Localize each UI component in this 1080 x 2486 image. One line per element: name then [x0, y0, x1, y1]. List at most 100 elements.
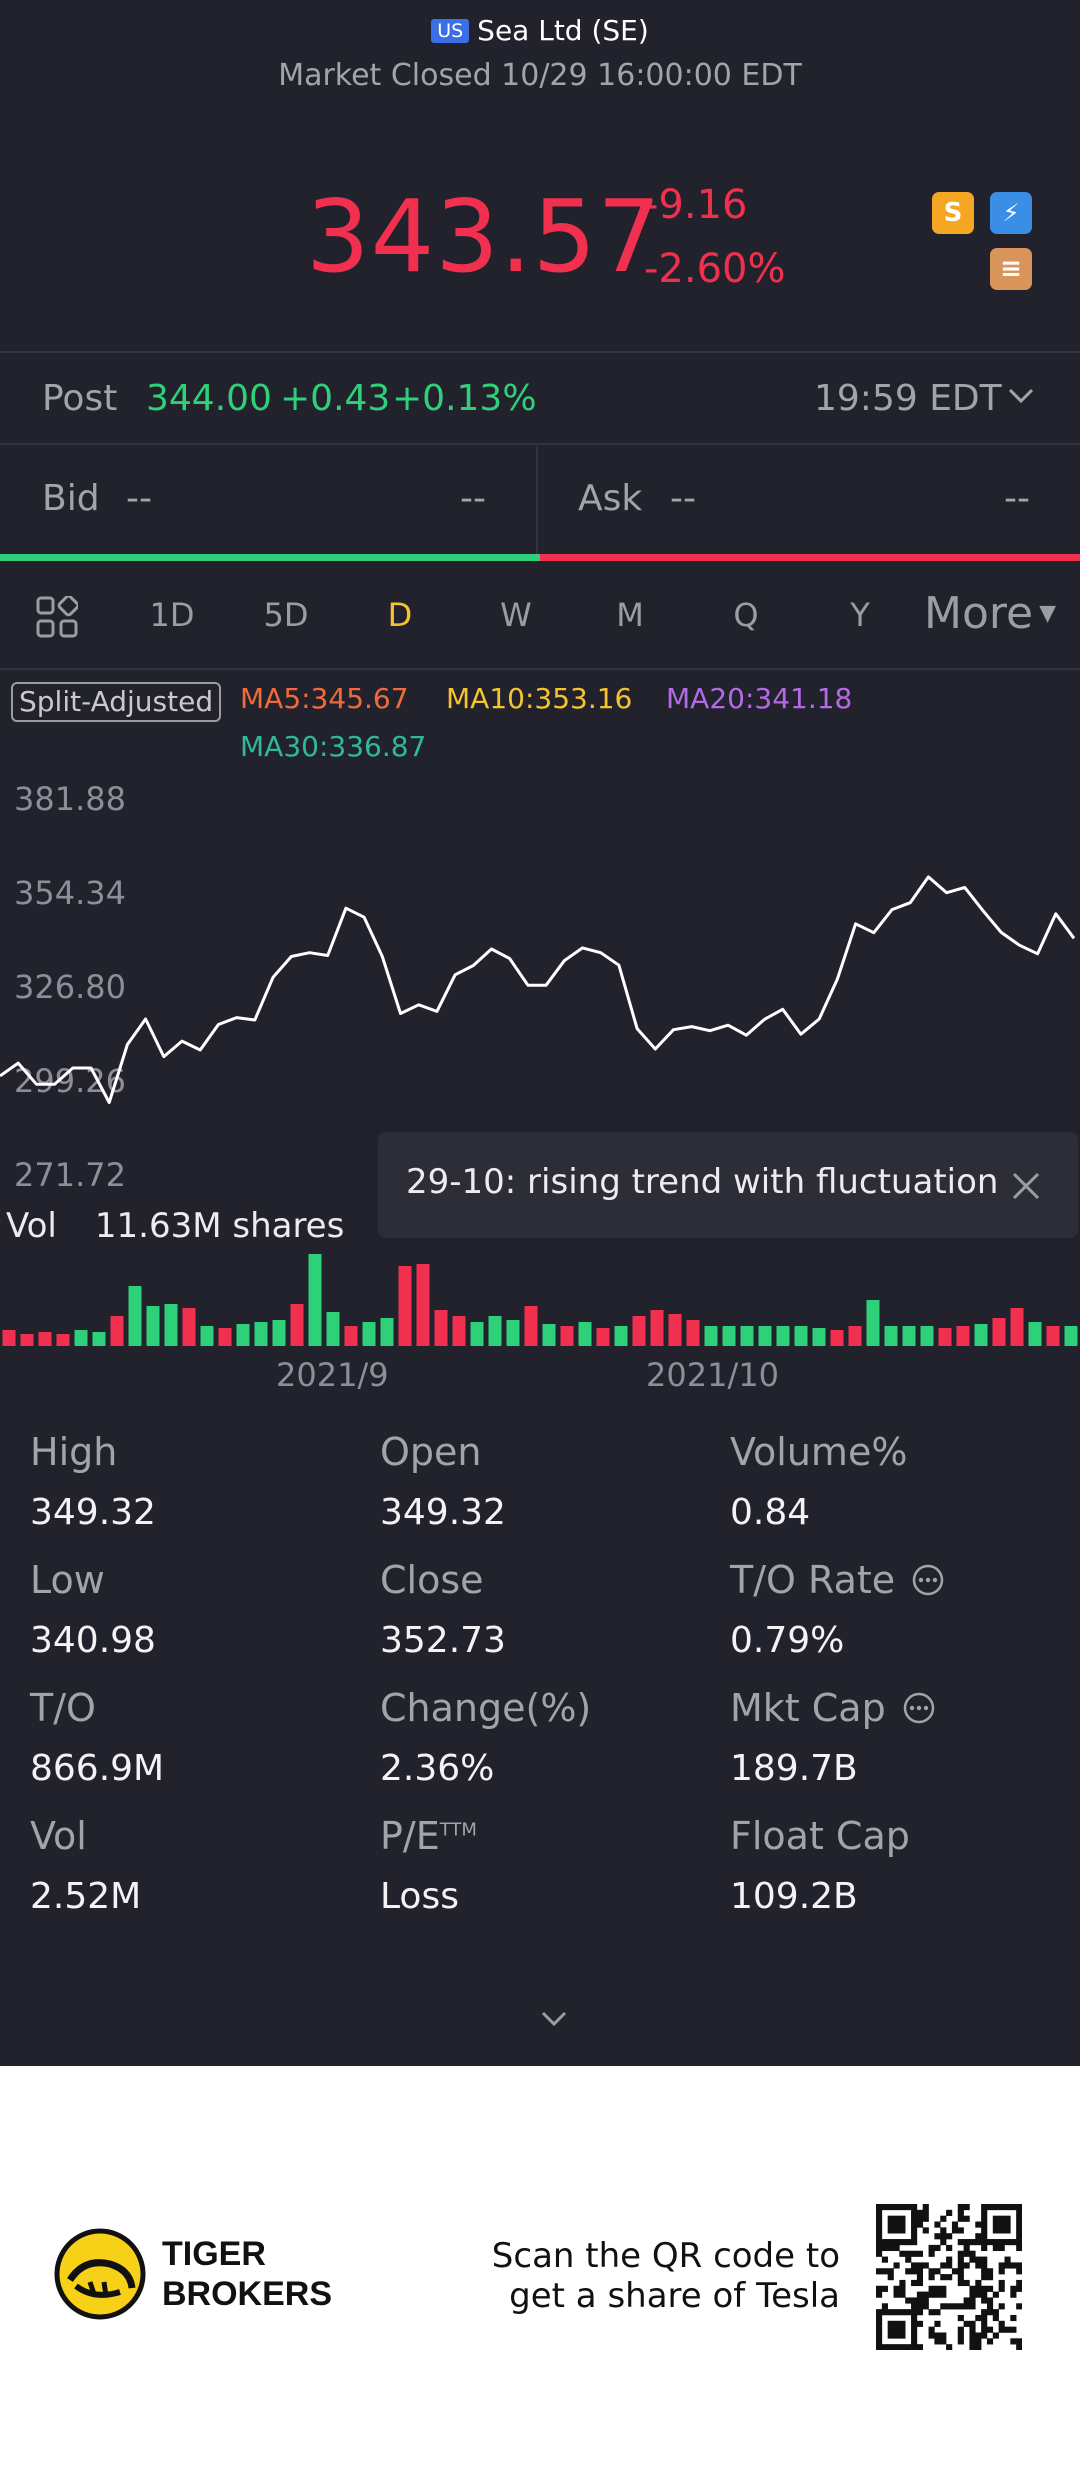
stat-label-high: High [30, 1430, 118, 1474]
split-adjusted-toggle[interactable]: Split-Adjusted [11, 682, 222, 722]
volume-bar [632, 1316, 646, 1346]
stat-label-close: Close [380, 1558, 484, 1602]
stat-value-turnover-rate: 0.79% [730, 1620, 845, 1661]
volume-bar [902, 1326, 916, 1346]
tab-d[interactable]: D [387, 596, 413, 634]
ma5-label: MA5:345.67 [240, 682, 409, 715]
stat-value-low: 340.98 [30, 1620, 156, 1661]
grid-layout-icon[interactable] [36, 596, 78, 638]
tab-q[interactable]: Q [733, 596, 759, 634]
tab-m[interactable]: M [616, 596, 644, 634]
volume-bar [362, 1322, 376, 1346]
volume-bar [416, 1264, 430, 1346]
post-label: Post [42, 378, 118, 419]
brand-name: TIGER BROKERS [162, 2234, 332, 2314]
post-change: +0.43 [280, 378, 391, 419]
volume-bar [650, 1310, 664, 1346]
volume-bar [542, 1324, 556, 1346]
volume-bar [380, 1318, 394, 1346]
tab-w[interactable]: W [500, 596, 532, 634]
stat-label-low: Low [30, 1558, 105, 1602]
volume-bar [56, 1334, 70, 1346]
bid-label: Bid [42, 478, 100, 519]
volume-bar [38, 1332, 52, 1346]
post-change-percent: +0.13% [392, 378, 537, 419]
stat-value-pe: Loss [380, 1876, 459, 1917]
ma20-label: MA20:341.18 [666, 682, 853, 715]
close-icon[interactable] [1010, 1170, 1042, 1202]
stat-label-turnover: T/O [30, 1686, 96, 1730]
bid-volume-bar [0, 554, 540, 561]
tab-1d[interactable]: 1D [149, 596, 195, 634]
stat-value-vol: 2.52M [30, 1876, 142, 1917]
stat-value-change-pct: 2.36% [380, 1748, 495, 1789]
pe-ttm: TTM [439, 1819, 477, 1841]
divider [0, 351, 1080, 353]
lightning-badge-icon[interactable]: ⚡ [990, 192, 1032, 234]
stock-title: US Sea Ltd (SE) [0, 14, 1080, 47]
brand-line-1: TIGER [162, 2235, 266, 2273]
ask-volume-bar [540, 554, 1080, 561]
stat-label-vol: Vol [30, 1814, 87, 1858]
chevron-down-icon[interactable] [1006, 386, 1036, 406]
volume-bar [614, 1326, 628, 1346]
stat-value-high: 349.32 [30, 1492, 156, 1533]
bid-size: -- [460, 478, 486, 519]
volume-bar [524, 1306, 538, 1346]
volume-bar [578, 1322, 592, 1346]
info-more-icon[interactable] [911, 1563, 945, 1597]
stat-value-volume-pct: 0.84 [730, 1492, 811, 1533]
volume-bar [200, 1326, 214, 1346]
volume-bar [560, 1326, 574, 1346]
volume-chart[interactable] [0, 1250, 1080, 1346]
stat-label-float-cap: Float Cap [730, 1814, 910, 1858]
x-tick: 2021/10 [646, 1356, 779, 1394]
volume-bar [128, 1286, 142, 1346]
more-tab[interactable]: More ▼ [924, 588, 1056, 639]
price-chart[interactable] [0, 760, 1080, 1200]
expand-chevron-icon[interactable] [538, 2008, 570, 2030]
volume-bar [1010, 1308, 1024, 1346]
volume-bar [326, 1312, 340, 1346]
stat-label-turnover-rate[interactable]: T/O Rate [730, 1558, 945, 1602]
turnover-rate-text: T/O Rate [730, 1558, 896, 1602]
volume-bar [776, 1326, 790, 1346]
volume-bar [2, 1330, 16, 1346]
price-change-percent: -2.60% [644, 246, 786, 292]
last-price: 343.57 [306, 178, 662, 295]
volume-bar [290, 1304, 304, 1346]
dollar-badge-icon[interactable]: S [932, 192, 974, 234]
market-status: Market Closed 10/29 16:00:00 EDT [278, 58, 802, 93]
volume-bar [452, 1316, 466, 1346]
volume-bar [164, 1304, 178, 1346]
tab-y[interactable]: Y [850, 596, 870, 634]
volume-bar [272, 1320, 286, 1346]
volume-bar [812, 1328, 826, 1346]
volume-bar [146, 1306, 160, 1346]
y-tick: 271.72 [14, 1156, 126, 1194]
info-more-icon[interactable] [902, 1691, 936, 1725]
pe-text: P/E [380, 1814, 440, 1858]
ask-size: -- [1004, 478, 1030, 519]
volume-bar [866, 1300, 880, 1346]
promo-text: Scan the QR code to get a share of Tesla [460, 2236, 840, 2316]
trend-tooltip [378, 1132, 1078, 1238]
volume-bar [758, 1326, 772, 1346]
stat-value-turnover: 866.9M [30, 1748, 165, 1789]
volume-bar [1064, 1326, 1078, 1346]
volume-bar [218, 1328, 232, 1346]
tab-5d[interactable]: 5D [263, 596, 309, 634]
stat-label-pe: P/ETTM [380, 1814, 477, 1858]
stat-label-mkt-cap[interactable]: Mkt Cap [730, 1686, 936, 1730]
volume-bar [110, 1316, 124, 1346]
education-badge-icon[interactable]: ≡ [990, 248, 1032, 290]
ma10-label: MA10:353.16 [446, 682, 633, 715]
stat-value-close: 352.73 [380, 1620, 506, 1661]
trend-tooltip-text: 29-10: rising trend with fluctuation [406, 1162, 999, 1202]
volume-bar [470, 1322, 484, 1346]
bid-price: -- [126, 478, 152, 519]
volume-title: Vol [6, 1206, 57, 1246]
volume-bar [1028, 1322, 1042, 1346]
mkt-cap-text: Mkt Cap [730, 1686, 886, 1730]
volume-bar [974, 1324, 988, 1346]
